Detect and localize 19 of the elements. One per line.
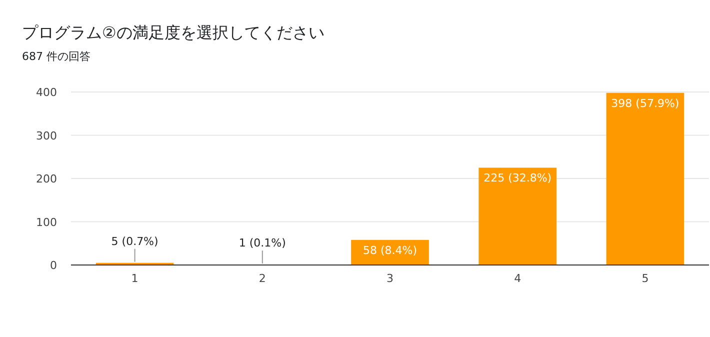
y-tick-label: 200	[36, 172, 57, 186]
x-tick-label: 4	[514, 272, 522, 285]
data-label: 58 (8.4%)	[362, 244, 418, 257]
data-label: 5 (0.7%)	[111, 234, 158, 248]
data-label: 1 (0.1%)	[238, 236, 286, 250]
bar	[606, 92, 684, 265]
chart-subtitle: 687 件の回答	[22, 50, 90, 63]
data-label: 225 (32.8%)	[484, 172, 552, 185]
y-tick-label: 0	[50, 259, 57, 272]
chart-title: プログラム②の満足度を選択してください	[22, 23, 324, 42]
x-tick-label: 5	[642, 272, 649, 285]
y-tick-label: 300	[36, 129, 57, 142]
x-tick-label: 3	[386, 272, 394, 285]
y-tick-label: 400	[36, 86, 57, 99]
x-tick-label: 1	[131, 272, 138, 285]
y-tick-label: 100	[36, 216, 57, 229]
bar	[478, 168, 557, 265]
x-tick-label: 2	[258, 272, 266, 285]
data-label: 398 (57.9%)	[611, 96, 680, 110]
